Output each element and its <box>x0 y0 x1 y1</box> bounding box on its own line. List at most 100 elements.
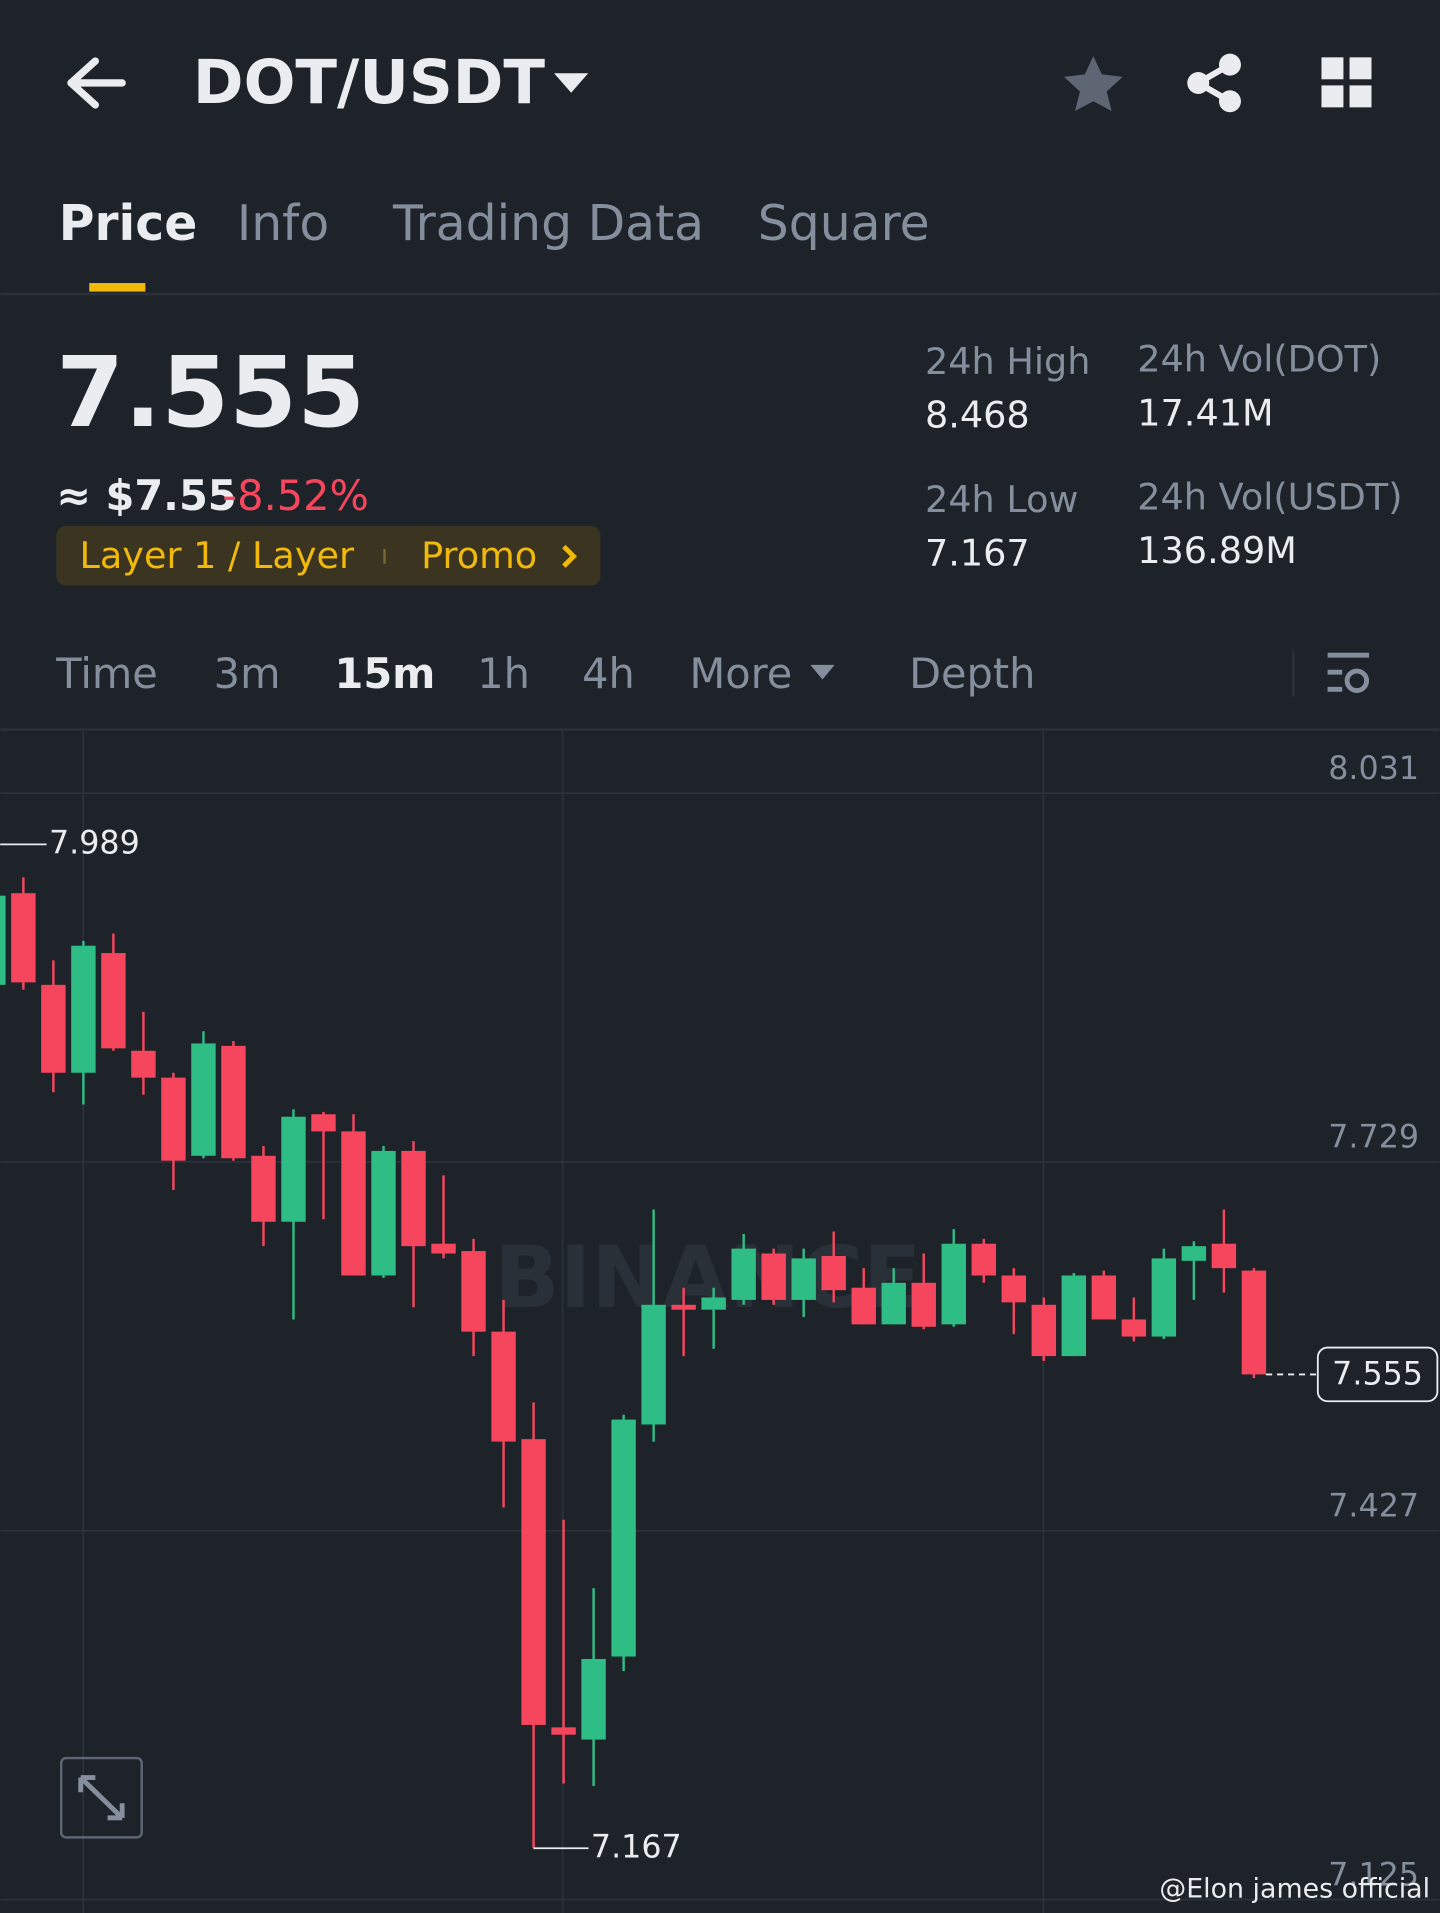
candle-body <box>1001 1275 1026 1303</box>
candle-body <box>161 1077 186 1161</box>
candle-body <box>641 1304 666 1425</box>
watermark: BINANCE <box>494 1229 921 1328</box>
stat-value: 17.41M <box>1137 391 1273 434</box>
tab[interactable]: Square <box>758 195 930 252</box>
candle-body <box>41 984 66 1073</box>
candle-body <box>461 1251 486 1332</box>
candle-body <box>851 1287 876 1325</box>
y-tick-label: 7.729 <box>1328 1120 1419 1156</box>
promo-chevron <box>562 544 578 568</box>
back-icon <box>67 57 126 109</box>
stat-label: 24h High <box>925 340 1090 383</box>
candle-body <box>701 1297 726 1310</box>
candle-body <box>581 1658 606 1740</box>
expand-frame <box>59 1756 143 1839</box>
price-change: -8.52% <box>222 471 369 520</box>
interval[interactable]: 15m <box>334 649 435 698</box>
stat-label: 24h Low <box>925 478 1078 521</box>
candle-body <box>671 1304 696 1310</box>
candle-body <box>1061 1275 1087 1357</box>
credit: @Elon james official <box>1159 1873 1430 1904</box>
candle-body <box>1211 1243 1237 1269</box>
tag-separator <box>383 549 386 564</box>
candle-body <box>881 1282 906 1325</box>
candle-body <box>1151 1258 1177 1337</box>
candle-body <box>521 1439 546 1725</box>
candle-body <box>251 1155 276 1222</box>
promo-tag[interactable]: Promo <box>421 534 537 577</box>
tag-box[interactable] <box>56 525 601 586</box>
candle-body <box>401 1150 426 1247</box>
candle-body <box>1031 1304 1056 1357</box>
interval[interactable]: Time <box>55 649 158 698</box>
candle-body <box>611 1419 636 1657</box>
fiat-price: ≈ $7.55 <box>56 471 236 520</box>
expand-icon <box>78 1775 125 1821</box>
candle-body <box>761 1253 786 1300</box>
more-dropdown[interactable] <box>810 664 835 680</box>
candle-body <box>1241 1270 1267 1375</box>
stat-label: 24h Vol(USDT) <box>1137 475 1402 518</box>
share-icon[interactable] <box>1187 53 1241 113</box>
last-price-box <box>1316 1346 1439 1403</box>
candle-body <box>71 945 96 1073</box>
candle-body <box>941 1243 966 1325</box>
y-tick-label: 7.427 <box>1328 1489 1419 1525</box>
candle-body <box>491 1331 516 1442</box>
stat-value: 8.468 <box>925 394 1030 437</box>
pair-dropdown[interactable] <box>554 73 589 93</box>
grid-cell <box>1321 85 1344 108</box>
share-lines <box>1192 62 1232 104</box>
grid-icon[interactable] <box>1321 57 1372 108</box>
settings-icon[interactable] <box>1327 652 1370 693</box>
y-tick-label: 8.031 <box>1328 751 1419 787</box>
candlestick-chart: BINANCE 8.031 7.729 7.427 7.125 7.989 7.167 7.… <box>0 730 1440 1913</box>
candle-body <box>971 1243 996 1276</box>
stat-label: 24h Vol(DOT) <box>1137 338 1381 381</box>
y-tick-label: 7.125 <box>1328 1857 1419 1893</box>
min-label: 7.167 <box>591 1829 682 1865</box>
favorite-icon[interactable] <box>1064 56 1123 112</box>
candle-body <box>11 893 36 983</box>
tab[interactable]: Info <box>237 195 329 252</box>
candle-body <box>281 1116 306 1222</box>
interval[interactable]: Depth <box>909 649 1035 698</box>
last-price: 7.555 <box>56 336 365 450</box>
back-button[interactable] <box>67 57 126 109</box>
expand-button[interactable] <box>59 1756 143 1839</box>
interval[interactable]: More <box>689 649 792 698</box>
candle-body <box>551 1727 576 1735</box>
candle-body <box>101 953 126 1049</box>
interval[interactable]: 3m <box>214 649 281 698</box>
interval[interactable]: 4h <box>582 649 635 698</box>
candle-body <box>341 1131 366 1276</box>
divider <box>0 292 1440 296</box>
candle-body <box>911 1282 936 1327</box>
candle-body <box>431 1243 456 1254</box>
settings-gear <box>1344 668 1370 693</box>
last-price-label: 7.555 <box>1332 1357 1423 1393</box>
candle-body <box>1091 1275 1117 1320</box>
sector-tag[interactable]: Layer 1 / Layer <box>79 534 355 577</box>
separator <box>1292 650 1295 697</box>
stat-value: 136.89M <box>1137 529 1297 572</box>
grid-cell <box>1349 57 1372 80</box>
candle-body <box>0 895 6 985</box>
candle-body <box>311 1114 336 1132</box>
candle-body <box>791 1258 816 1300</box>
interval[interactable]: 1h <box>477 649 530 698</box>
pair-title[interactable]: DOT/USDT <box>193 47 545 118</box>
divider <box>0 728 1440 731</box>
candle-body <box>371 1150 396 1276</box>
tab[interactable]: Trading Data <box>392 195 704 252</box>
candle-body <box>1121 1319 1147 1337</box>
settings-lines <box>1327 652 1370 692</box>
tab[interactable]: Price <box>59 195 198 252</box>
candle-body <box>821 1255 846 1291</box>
grid-cell <box>1321 57 1344 80</box>
tab-indicator <box>89 283 146 292</box>
max-label: 7.989 <box>49 825 140 861</box>
stat-value: 7.167 <box>925 532 1030 575</box>
